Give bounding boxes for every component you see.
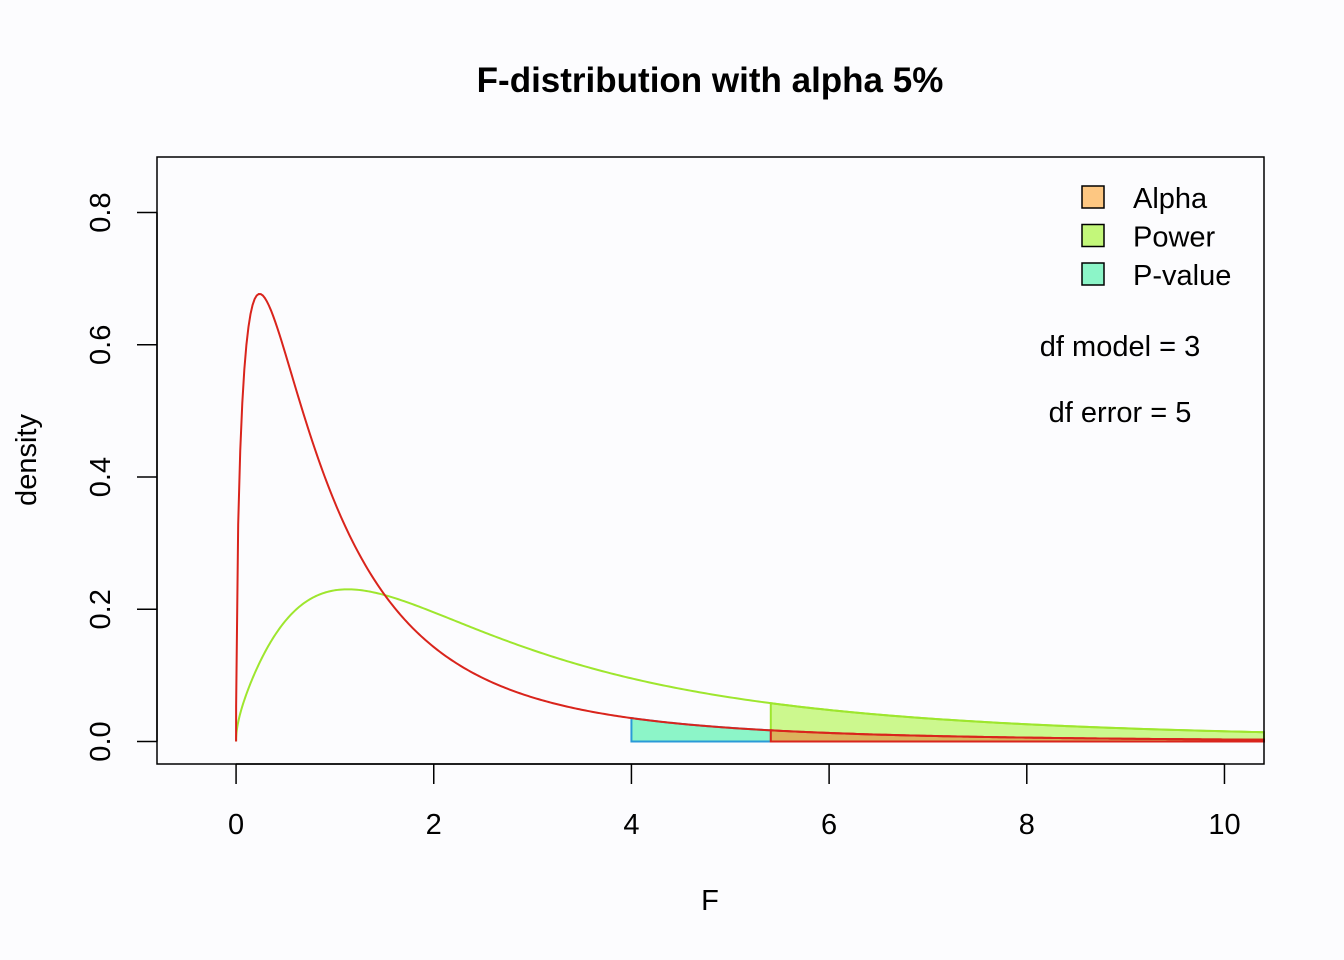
plot-frame xyxy=(156,156,1265,765)
chart-title: F-distribution with alpha 5% xyxy=(477,61,944,100)
x-tick-label: 8 xyxy=(1019,809,1035,841)
alternative-density-curve xyxy=(235,588,1265,742)
legend-swatch-p-value xyxy=(1081,262,1105,286)
x-tick-label: 4 xyxy=(623,809,639,841)
legend-label: Power xyxy=(1133,222,1216,254)
legend-label: P-value xyxy=(1133,260,1231,292)
legend-swatch-power xyxy=(1081,223,1105,248)
density-curves xyxy=(235,292,1265,742)
null-density-curve xyxy=(235,292,1265,742)
y-tick-label: 0.2 xyxy=(85,589,117,629)
y-tick-label: 0.0 xyxy=(85,721,117,761)
y-tick-label: 0.6 xyxy=(85,325,117,365)
x-tick-label: 10 xyxy=(1208,809,1240,841)
y-tick-label: 0.4 xyxy=(85,457,117,497)
y-axis: 0.0 0.2 0.4 0.6 0.8 xyxy=(85,192,158,762)
annotation-df-error: df error = 5 xyxy=(1049,397,1192,429)
y-tick-label: 0.8 xyxy=(85,192,117,232)
legend-label: Alpha xyxy=(1133,183,1208,215)
x-axis-title: F xyxy=(701,885,719,917)
x-tick-label: 6 xyxy=(821,809,837,841)
legend-swatch-alpha xyxy=(1081,185,1105,209)
x-tick-label: 0 xyxy=(228,809,244,841)
legend: Alpha Power P-value xyxy=(1081,183,1231,292)
annotation-df-model: df model = 3 xyxy=(1040,331,1200,363)
y-axis-title: density xyxy=(11,414,43,506)
x-axis: 0 2 4 6 8 10 xyxy=(228,763,1241,841)
x-tick-label: 2 xyxy=(426,809,442,841)
